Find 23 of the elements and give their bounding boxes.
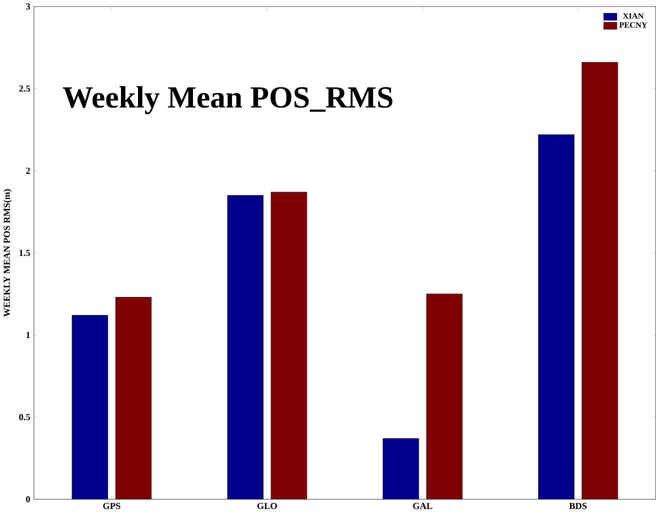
y-tick-label: 0 (26, 496, 30, 503)
y-tick-label: 0.5 (19, 414, 30, 421)
x-tick-label: BDS (569, 503, 587, 510)
y-tick-label: 1 (26, 332, 30, 338)
y-tick-label: 2 (26, 168, 30, 174)
bar (72, 315, 108, 500)
bar (582, 62, 618, 500)
legend-label: PECNY (619, 22, 648, 28)
x-tick-label: GLO (257, 503, 277, 510)
y-axis-title: WEEKLY MEAN POS RMS(m) (3, 190, 12, 317)
y-tick-label: 2.5 (19, 86, 30, 92)
bar (538, 134, 574, 500)
y-tick-label: 1.5 (20, 250, 30, 256)
bar (227, 195, 264, 500)
bar (382, 438, 419, 500)
legend-label: XIAN (622, 14, 644, 19)
bar (426, 294, 462, 500)
x-tick-label: GPS (103, 503, 120, 510)
bar (115, 297, 152, 500)
x-tick-label: GAL (413, 503, 432, 510)
y-tick-label: 3 (26, 4, 30, 10)
text: Weekly Mean POS_RMS (62, 86, 392, 114)
bar (270, 192, 307, 500)
